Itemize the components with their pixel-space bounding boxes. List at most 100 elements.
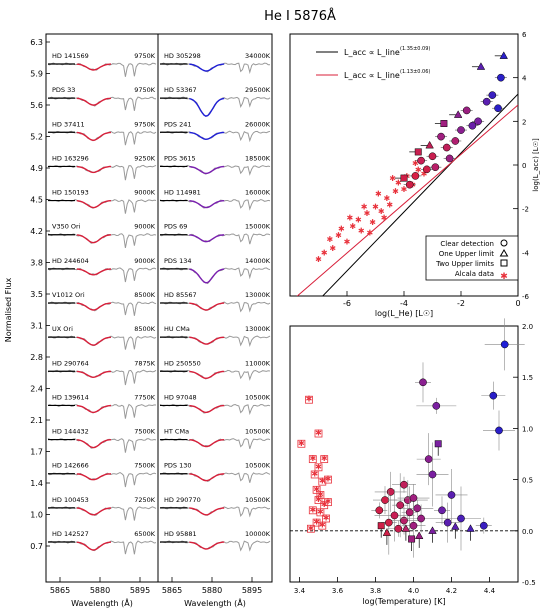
- detection-point: [375, 506, 384, 515]
- spectra-xtick-label: 5895: [130, 586, 150, 595]
- star-teff-label: 13000K: [245, 291, 271, 299]
- star-teff-label: 10000K: [245, 530, 271, 538]
- star-name-label: HD 85567: [164, 291, 197, 299]
- detection-point: [422, 165, 431, 174]
- alcala-point: ✱: [329, 244, 336, 253]
- lum-xtick-label: -4: [400, 299, 408, 308]
- fit-line: [296, 104, 518, 296]
- alcala-point: ✱: [319, 521, 326, 530]
- spectrum-observed: [159, 233, 271, 245]
- star-name-label: HD 150193: [52, 189, 89, 197]
- detection-point: [468, 121, 477, 130]
- spectrum-observed: [47, 438, 157, 453]
- star-name-label: HD 95881: [164, 530, 197, 538]
- star-teff-label: 14000K: [245, 257, 271, 265]
- spectra-ytick-label: 5.6: [30, 101, 43, 110]
- star-name-label: PDS 241: [164, 120, 192, 128]
- legend-alcala: Alcala data: [455, 270, 494, 278]
- detection-point: [419, 378, 427, 387]
- alcala-point: ✱: [412, 159, 419, 168]
- alcala-point: ✱: [313, 518, 320, 527]
- spectrum-model: [189, 97, 225, 117]
- legend-circle-icon: [500, 239, 508, 247]
- spectra-panel: Normalised Flux Wavelength (Å) Wavelengt…: [4, 33, 273, 608]
- detection-point: [417, 156, 425, 165]
- detection-point: [405, 508, 414, 517]
- one-upper-limit-point: [382, 528, 392, 536]
- lum-ytick-label: -6: [522, 293, 530, 301]
- alcala-point: ✱: [321, 454, 328, 463]
- star-name-label: HD 290770: [164, 496, 201, 504]
- detection-point: [396, 501, 405, 510]
- alcala-point: ✱: [389, 174, 396, 183]
- spectrum-model: [76, 165, 112, 174]
- alcala-box: [308, 506, 317, 515]
- spectrum-observed: [47, 506, 157, 521]
- lum-xtick-label: -2: [457, 299, 465, 308]
- spectrum-model: [189, 165, 225, 175]
- alcala-point: ✱: [317, 507, 324, 516]
- alcala-box: [314, 463, 323, 472]
- star-name-label: PDS 3615: [164, 154, 196, 162]
- spectrum-model: [76, 200, 112, 209]
- spectra-ytick-label: 3.5: [30, 290, 43, 299]
- spectra-xtick-label: 5865: [50, 586, 70, 595]
- alcala-point: ✱: [311, 469, 318, 478]
- temp-xtick-label: 3.4: [294, 587, 306, 595]
- detection-point: [409, 494, 418, 502]
- legend-triangle-icon: [499, 249, 509, 257]
- one-upper-limit-point: [476, 62, 486, 70]
- spectra-ytick-label: 2.8: [30, 353, 43, 362]
- alcala-point: ✱: [346, 213, 353, 222]
- star-name-label: HD 100453: [52, 496, 89, 504]
- alcala-point: ✱: [392, 187, 399, 196]
- star-teff-label: 18500K: [245, 154, 271, 162]
- two-upper-limit-point: [377, 522, 385, 530]
- spectra-ytick-label: 2.1: [30, 416, 43, 425]
- detection-point: [457, 126, 465, 134]
- star-name-label: HD 53367: [164, 86, 197, 94]
- detection-point: [438, 506, 446, 515]
- temp-ytick-label: 1.5: [522, 374, 533, 382]
- star-name-label: HU CMa: [164, 325, 190, 333]
- spectrum-observed: [47, 403, 157, 419]
- spectrum-model: [189, 131, 225, 141]
- star-name-label: PDS 69: [164, 223, 187, 231]
- detection-point: [489, 391, 498, 400]
- one-upper-limit-point: [451, 522, 460, 530]
- alcala-box: [314, 429, 323, 438]
- spectra-ytick-label: 1.4: [30, 479, 43, 488]
- two-upper-limit-point: [408, 535, 416, 543]
- temp-points: ✱✱✱✱✱✱✱✱✱✱✱✱✱✱✱✱✱✱✱✱: [297, 318, 525, 558]
- star-name-label: HT CMa: [164, 428, 189, 436]
- alcala-point: ✱: [378, 207, 385, 216]
- alcala-box: [324, 498, 332, 507]
- lum-ytick-label: -2: [522, 206, 529, 214]
- temp-panel: 3.4 3.6 3.8 4.0 4.2 4.4-0.50.00.51.01.52.0 ✱✱…: [289, 318, 536, 606]
- alcala-point: ✱: [315, 255, 322, 264]
- spectrum-model: [76, 541, 112, 551]
- alcala-point: ✱: [319, 477, 326, 486]
- star-name-label: HD 97048: [164, 393, 197, 401]
- star-name-label: PDS 33: [52, 86, 75, 94]
- spectrum-model: [76, 507, 112, 516]
- alcala-point: ✱: [338, 224, 345, 233]
- spectrum-observed: [47, 335, 157, 350]
- alcala-point: ✱: [325, 475, 332, 484]
- lum-points: ✱✱✱✱✱✱✱✱✱✱✱✱✱✱✱✱✱✱✱✱✱✱✱✱✱✱✱✱✱✱: [315, 51, 508, 264]
- star-name-label: HD 305298: [164, 52, 201, 60]
- lum-ytick-label: -4: [522, 249, 530, 257]
- spectra-ytick-label: 5.9: [30, 70, 43, 79]
- legend-asterisk-icon: ✱: [500, 272, 508, 282]
- two-upper-limit-point: [400, 174, 408, 182]
- spectrum-model: [76, 131, 112, 142]
- temp-ytick-label: 0.0: [522, 528, 533, 536]
- spectrum-model: [76, 234, 112, 244]
- alcala-point: ✱: [344, 237, 351, 246]
- star-teff-label: 7750K: [134, 393, 156, 401]
- alcala-point: ✱: [335, 231, 342, 240]
- figure-title: He I 5876Å: [264, 8, 336, 24]
- spectrum-model: [189, 541, 225, 550]
- alcala-point: ✱: [315, 429, 322, 438]
- legend-one-upper: One Upper limit: [439, 250, 495, 258]
